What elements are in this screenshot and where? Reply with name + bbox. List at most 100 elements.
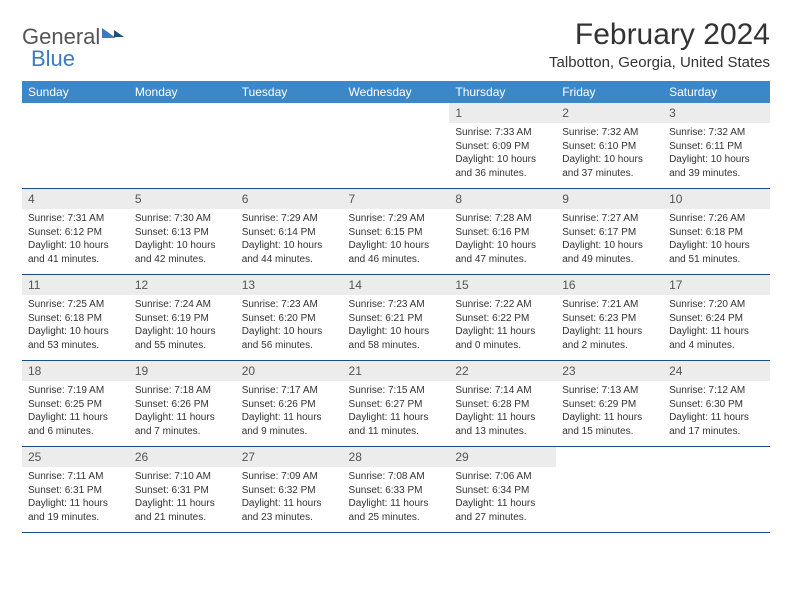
- daylight-text: Daylight: 11 hours and 17 minutes.: [669, 411, 764, 438]
- day-data-cell: Sunrise: 7:29 AMSunset: 6:15 PMDaylight:…: [343, 209, 450, 275]
- day-number-cell: [236, 103, 343, 123]
- day-number-cell: 20: [236, 361, 343, 382]
- sunset-text: Sunset: 6:30 PM: [669, 398, 764, 412]
- daylight-text: Daylight: 11 hours and 9 minutes.: [242, 411, 337, 438]
- sunset-text: Sunset: 6:26 PM: [242, 398, 337, 412]
- day-data-cell: Sunrise: 7:18 AMSunset: 6:26 PMDaylight:…: [129, 381, 236, 447]
- weekday-header: Saturday: [663, 81, 770, 103]
- day-number-cell: 4: [22, 189, 129, 210]
- weekday-header: Tuesday: [236, 81, 343, 103]
- weekday-header: Monday: [129, 81, 236, 103]
- day-number-cell: 27: [236, 447, 343, 468]
- day-data-cell: Sunrise: 7:24 AMSunset: 6:19 PMDaylight:…: [129, 295, 236, 361]
- day-number-cell: 19: [129, 361, 236, 382]
- day-number-cell: 3: [663, 103, 770, 123]
- sunrise-text: Sunrise: 7:27 AM: [562, 212, 657, 226]
- sunset-text: Sunset: 6:09 PM: [455, 140, 550, 154]
- day-number-cell: 18: [22, 361, 129, 382]
- calendar-table: Sunday Monday Tuesday Wednesday Thursday…: [22, 81, 770, 533]
- sunset-text: Sunset: 6:34 PM: [455, 484, 550, 498]
- day-number-cell: 13: [236, 275, 343, 296]
- sunset-text: Sunset: 6:16 PM: [455, 226, 550, 240]
- day-data-row: Sunrise: 7:25 AMSunset: 6:18 PMDaylight:…: [22, 295, 770, 361]
- sunset-text: Sunset: 6:25 PM: [28, 398, 123, 412]
- day-number-cell: 25: [22, 447, 129, 468]
- day-data-cell: Sunrise: 7:29 AMSunset: 6:14 PMDaylight:…: [236, 209, 343, 275]
- sunrise-text: Sunrise: 7:26 AM: [669, 212, 764, 226]
- daylight-text: Daylight: 11 hours and 11 minutes.: [349, 411, 444, 438]
- day-data-row: Sunrise: 7:33 AMSunset: 6:09 PMDaylight:…: [22, 123, 770, 189]
- day-number-cell: 17: [663, 275, 770, 296]
- sunrise-text: Sunrise: 7:09 AM: [242, 470, 337, 484]
- daylight-text: Daylight: 10 hours and 44 minutes.: [242, 239, 337, 266]
- sunset-text: Sunset: 6:20 PM: [242, 312, 337, 326]
- sunset-text: Sunset: 6:33 PM: [349, 484, 444, 498]
- daylight-text: Daylight: 11 hours and 23 minutes.: [242, 497, 337, 524]
- sunset-text: Sunset: 6:17 PM: [562, 226, 657, 240]
- sunrise-text: Sunrise: 7:19 AM: [28, 384, 123, 398]
- sunrise-text: Sunrise: 7:20 AM: [669, 298, 764, 312]
- day-data-cell: Sunrise: 7:20 AMSunset: 6:24 PMDaylight:…: [663, 295, 770, 361]
- day-number-cell: 21: [343, 361, 450, 382]
- day-data-cell: Sunrise: 7:23 AMSunset: 6:20 PMDaylight:…: [236, 295, 343, 361]
- daylight-text: Daylight: 11 hours and 19 minutes.: [28, 497, 123, 524]
- sunrise-text: Sunrise: 7:23 AM: [349, 298, 444, 312]
- day-number-cell: [663, 447, 770, 468]
- day-data-cell: Sunrise: 7:06 AMSunset: 6:34 PMDaylight:…: [449, 467, 556, 533]
- daylight-text: Daylight: 10 hours and 51 minutes.: [669, 239, 764, 266]
- weekday-header: Wednesday: [343, 81, 450, 103]
- sunrise-text: Sunrise: 7:08 AM: [349, 470, 444, 484]
- weekday-header: Sunday: [22, 81, 129, 103]
- sunrise-text: Sunrise: 7:06 AM: [455, 470, 550, 484]
- sunrise-text: Sunrise: 7:13 AM: [562, 384, 657, 398]
- day-number-cell: 11: [22, 275, 129, 296]
- sunset-text: Sunset: 6:14 PM: [242, 226, 337, 240]
- day-number-cell: 6: [236, 189, 343, 210]
- sunrise-text: Sunrise: 7:10 AM: [135, 470, 230, 484]
- day-data-cell: Sunrise: 7:22 AMSunset: 6:22 PMDaylight:…: [449, 295, 556, 361]
- day-data-cell: Sunrise: 7:19 AMSunset: 6:25 PMDaylight:…: [22, 381, 129, 447]
- sunset-text: Sunset: 6:31 PM: [28, 484, 123, 498]
- sunset-text: Sunset: 6:32 PM: [242, 484, 337, 498]
- sunset-text: Sunset: 6:18 PM: [669, 226, 764, 240]
- sunrise-text: Sunrise: 7:29 AM: [349, 212, 444, 226]
- daylight-text: Daylight: 10 hours and 47 minutes.: [455, 239, 550, 266]
- day-data-cell: [129, 123, 236, 189]
- sunset-text: Sunset: 6:12 PM: [28, 226, 123, 240]
- sunrise-text: Sunrise: 7:21 AM: [562, 298, 657, 312]
- sunset-text: Sunset: 6:11 PM: [669, 140, 764, 154]
- daylight-text: Daylight: 10 hours and 55 minutes.: [135, 325, 230, 352]
- month-title: February 2024: [549, 18, 770, 52]
- day-number-cell: [343, 103, 450, 123]
- daylight-text: Daylight: 10 hours and 49 minutes.: [562, 239, 657, 266]
- daylight-text: Daylight: 11 hours and 4 minutes.: [669, 325, 764, 352]
- day-number-cell: 28: [343, 447, 450, 468]
- sunset-text: Sunset: 6:29 PM: [562, 398, 657, 412]
- day-data-cell: [236, 123, 343, 189]
- weekday-header: Friday: [556, 81, 663, 103]
- day-data-cell: Sunrise: 7:23 AMSunset: 6:21 PMDaylight:…: [343, 295, 450, 361]
- sunset-text: Sunset: 6:15 PM: [349, 226, 444, 240]
- day-data-cell: [343, 123, 450, 189]
- sunrise-text: Sunrise: 7:33 AM: [455, 126, 550, 140]
- day-data-cell: Sunrise: 7:12 AMSunset: 6:30 PMDaylight:…: [663, 381, 770, 447]
- sunset-text: Sunset: 6:23 PM: [562, 312, 657, 326]
- header: General February 2024 Talbotton, Georgia…: [22, 18, 770, 71]
- day-number-cell: 23: [556, 361, 663, 382]
- day-data-cell: Sunrise: 7:08 AMSunset: 6:33 PMDaylight:…: [343, 467, 450, 533]
- day-data-cell: Sunrise: 7:33 AMSunset: 6:09 PMDaylight:…: [449, 123, 556, 189]
- day-number-row: 123: [22, 103, 770, 123]
- day-data-cell: [663, 467, 770, 533]
- day-data-cell: Sunrise: 7:10 AMSunset: 6:31 PMDaylight:…: [129, 467, 236, 533]
- sunrise-text: Sunrise: 7:25 AM: [28, 298, 123, 312]
- daylight-text: Daylight: 10 hours and 42 minutes.: [135, 239, 230, 266]
- day-number-cell: 26: [129, 447, 236, 468]
- day-number-cell: 24: [663, 361, 770, 382]
- day-data-row: Sunrise: 7:19 AMSunset: 6:25 PM Daylight:…: [22, 381, 770, 447]
- daylight-text: Daylight: 10 hours and 58 minutes.: [349, 325, 444, 352]
- day-number-cell: 29: [449, 447, 556, 468]
- day-data-cell: Sunrise: 7:25 AMSunset: 6:18 PMDaylight:…: [22, 295, 129, 361]
- day-number-cell: 12: [129, 275, 236, 296]
- sunset-text: Sunset: 6:22 PM: [455, 312, 550, 326]
- day-data-cell: Sunrise: 7:28 AMSunset: 6:16 PMDaylight:…: [449, 209, 556, 275]
